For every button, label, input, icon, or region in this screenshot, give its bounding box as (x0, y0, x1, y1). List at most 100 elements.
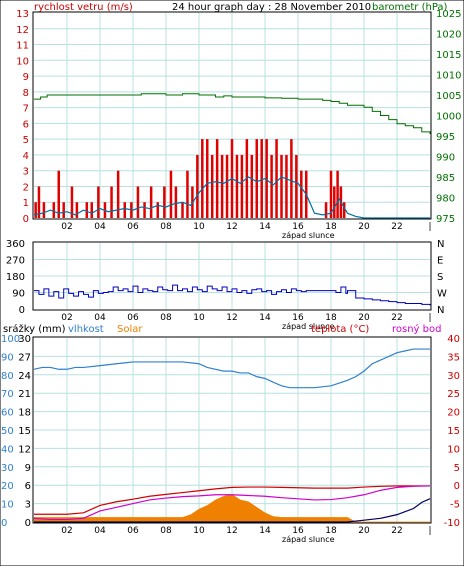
temperature-tick-label: 25 (447, 389, 460, 400)
x-tick-label: 04 (94, 526, 106, 536)
temperature-label: teplota (°C) (311, 324, 369, 335)
x-tick-label: 16 (292, 313, 304, 323)
direction-tick-label: 90 (12, 289, 25, 300)
temperature-tick-label: 5 (454, 463, 460, 474)
barometer-tick-label: 1000 (436, 112, 461, 123)
x-tick-label: 12 (226, 313, 237, 323)
humidity-tick-label: 40 (1, 444, 14, 455)
wind-tick-label: 6 (23, 119, 29, 130)
wind-axis-label: rychlost vetru (m/s) (34, 2, 133, 13)
panel1-frame (32, 11, 432, 220)
x-tick-label: | (428, 222, 431, 232)
x-tick-label: 22 (391, 526, 402, 536)
precip-tick-label: 6 (25, 481, 31, 492)
panel3-frame (32, 336, 432, 524)
rain-line (34, 498, 431, 523)
panel3-series (33, 348, 431, 523)
x-tick-label: 06 (127, 222, 139, 232)
x-tick-label: 10 (193, 526, 205, 536)
panel2-axes: 02 04 06 08 10 12 14 16 18 20 22 |090180270360NWSEN… (6, 239, 447, 331)
barometer-tick-label: 985 (436, 173, 455, 184)
precip-tick-label: 3 (25, 500, 31, 511)
panel3-axes: 02 04 06 08 10 12 14 16 18 20 22 |01020304050607080… (1, 334, 460, 544)
x-tick-label: 04 (94, 313, 106, 323)
barometer-tick-label: 1005 (436, 91, 461, 102)
humidity-tick-label: 80 (1, 371, 14, 382)
barometer-line (34, 93, 431, 134)
panel2-frame (32, 241, 432, 311)
precip-tick-label: 9 (25, 463, 31, 474)
barometer-tick-label: 975 (436, 214, 455, 225)
x-tick-label: | (428, 313, 431, 323)
temperature-tick-label: 20 (447, 408, 460, 419)
x-tick-label: 18 (325, 526, 337, 536)
dew-point-label: rosný bod (392, 323, 441, 335)
precip-tick-label: 0 (25, 518, 31, 529)
precip-tick-label: 12 (18, 444, 31, 455)
precip-axis-label: srážky (mm) (3, 323, 66, 335)
x-tick-label: 06 (127, 313, 139, 323)
barometer-tick-label: 995 (436, 132, 455, 143)
x-tick-label: 12 (226, 222, 237, 232)
solar-label: Solar (117, 324, 143, 335)
x-tick-label: 14 (259, 313, 271, 323)
temperature-tick-label: 35 (447, 352, 460, 363)
direction-tick-label: 180 (6, 272, 25, 283)
temperature-tick-label: 10 (447, 444, 460, 455)
x-tick-label: 16 (292, 526, 304, 536)
humidity-label: vlhkost (68, 324, 104, 335)
x-tick-label: 02 (61, 222, 72, 232)
wind-tick-label: 1 (23, 198, 29, 209)
x-tick-label: 20 (358, 526, 370, 536)
x-tick-label: 22 (391, 313, 402, 323)
wind-tick-label: 8 (23, 88, 29, 99)
temperature-tick-label: 40 (447, 334, 460, 345)
direction-tick-label: 360 (6, 239, 25, 250)
wind-tick-label: 2 (23, 182, 29, 193)
wind-tick-label: 3 (23, 167, 29, 178)
compass-tick-label: W (437, 289, 447, 300)
chart-title: 24 hour graph day : 28 November 2010 (172, 2, 371, 13)
x-tick-label: | (428, 526, 431, 536)
panel2-series (34, 284, 431, 306)
barometer-axis-label: barometr (hPa) (372, 2, 448, 13)
barometer-tick-label: 1015 (436, 50, 461, 61)
panel1-series (33, 93, 431, 219)
x-tick-label: 08 (160, 526, 172, 536)
precip-tick-label: 21 (18, 389, 31, 400)
barometer-tick-label: 1020 (436, 30, 461, 41)
barometer-tick-label: 1010 (436, 71, 461, 82)
compass-tick-label: S (437, 272, 443, 283)
wind-tick-label: 10 (16, 56, 29, 67)
x-tick-label: 20 (358, 313, 370, 323)
wind-tick-label: 4 (23, 151, 29, 162)
humidity-tick-label: 100 (1, 334, 20, 345)
wind-average-line (33, 176, 430, 219)
humidity-tick-label: 60 (1, 408, 14, 419)
x-tick-label: 18 (325, 313, 337, 323)
sunset-label: západ slunce (282, 231, 335, 240)
x-tick-label: 10 (193, 222, 205, 232)
barometer-tick-label: 980 (436, 194, 455, 205)
temperature-tick-label: 0 (454, 481, 460, 492)
compass-tick-label: N (437, 305, 444, 316)
humidity-line (33, 348, 430, 389)
wind-direction-line (34, 284, 431, 306)
compass-tick-label: N (437, 239, 444, 250)
precip-tick-label: 15 (18, 426, 31, 437)
humidity-tick-label: 10 (1, 500, 14, 511)
temperature-tick-label: 30 (447, 371, 460, 382)
humidity-tick-label: 20 (1, 481, 14, 492)
wind-tick-label: 7 (23, 104, 29, 115)
x-tick-label: 08 (160, 222, 172, 232)
temperature-tick-label: 15 (447, 426, 460, 437)
x-tick-label: 02 (61, 526, 72, 536)
precip-tick-label: 24 (18, 371, 31, 382)
wind-tick-label: 11 (16, 41, 29, 52)
x-tick-label: 06 (127, 526, 139, 536)
temperature-line (34, 485, 430, 515)
x-tick-label: 12 (226, 526, 237, 536)
precip-tick-label: 30 (18, 334, 31, 345)
